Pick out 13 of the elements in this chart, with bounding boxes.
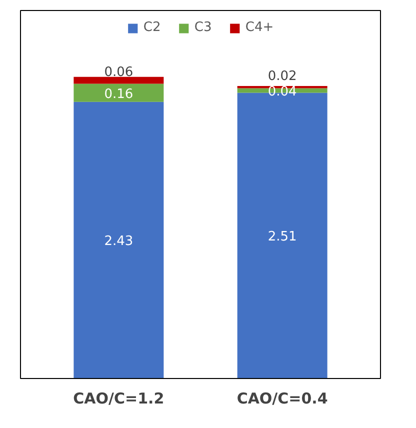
bar	[74, 84, 164, 102]
data-label: 0.02	[268, 68, 297, 84]
bar	[74, 102, 164, 378]
data-label: 2.51	[268, 230, 297, 245]
data-label: 0.16	[104, 86, 134, 102]
legend-label: C3	[194, 20, 213, 35]
data-label: 2.43	[104, 234, 134, 250]
legend-label: C4+	[245, 20, 274, 35]
x-tick-label: CAO/C=1.2	[73, 390, 164, 408]
x-tick-label: CAO/C=0.4	[236, 390, 328, 408]
bar	[74, 76, 164, 84]
data-label: 0.06	[104, 64, 134, 80]
legend-label: C2	[143, 20, 162, 35]
